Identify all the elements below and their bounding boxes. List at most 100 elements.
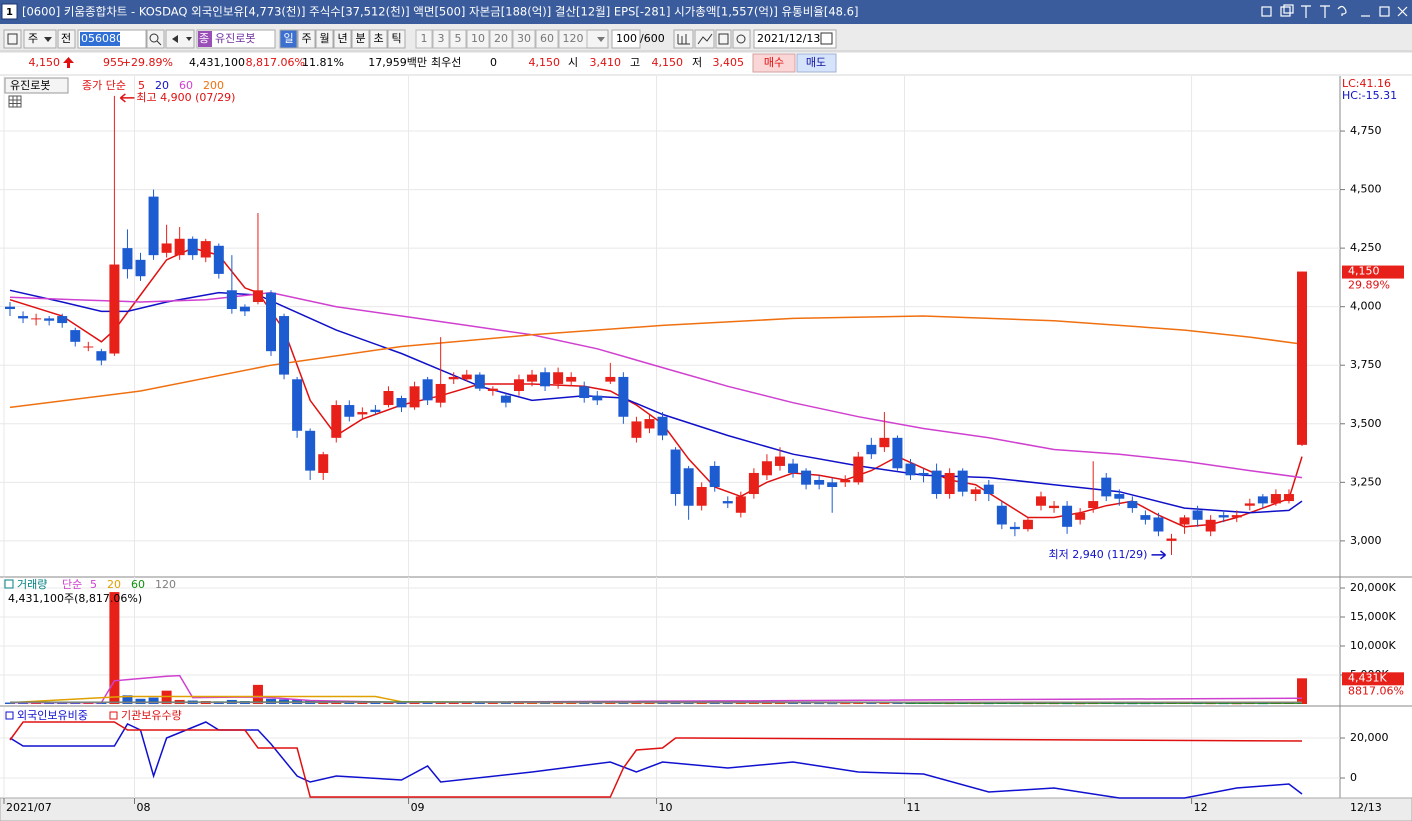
- interval-button[interactable]: [387, 29, 406, 49]
- prev: 전: [61, 32, 71, 45]
- annotation: 최고 4,900 (07/29): [136, 91, 235, 104]
- date-input[interactable]: [753, 29, 837, 49]
- calendar-icon[interactable]: [820, 32, 833, 45]
- volume-bar: [866, 702, 877, 704]
- candle-body: [370, 409, 381, 413]
- prev-button[interactable]: [57, 29, 76, 49]
- volume-bar: [474, 702, 485, 704]
- low-label: 저: [692, 56, 702, 69]
- y-tick-label: 20,000: [1350, 731, 1389, 744]
- interval-label: 분: [355, 32, 365, 45]
- candle-body: [409, 386, 420, 408]
- candle-body: [5, 306, 15, 310]
- interval-label: 주: [301, 32, 311, 45]
- candle-body: [1127, 501, 1138, 509]
- count-button[interactable]: [489, 29, 513, 49]
- candle-body: [200, 241, 211, 258]
- volume-bar: [448, 702, 459, 704]
- legend-icon: [4, 579, 14, 589]
- menu-button[interactable]: [3, 29, 22, 49]
- window-controls[interactable]: [1261, 4, 1408, 18]
- y-tick-label: 3,500: [1350, 417, 1382, 430]
- candle-body: [644, 419, 655, 429]
- candle-body: [239, 306, 250, 312]
- candle-body: [135, 259, 146, 277]
- corner-label: LC:41.16: [1342, 77, 1391, 90]
- count-button[interactable]: [415, 29, 433, 49]
- candle-body: [814, 479, 825, 485]
- count-button[interactable]: [558, 29, 588, 49]
- interval-button[interactable]: [279, 29, 298, 49]
- volume-bar: [853, 702, 864, 704]
- candle-body: [1009, 526, 1020, 530]
- candle-body: [344, 405, 355, 417]
- candle-body: [96, 351, 107, 361]
- count-label: 60: [540, 32, 554, 45]
- window-icon[interactable]: [1, 3, 18, 20]
- tool-icons[interactable]: [673, 29, 751, 49]
- candle-body: [1101, 477, 1112, 497]
- count-button[interactable]: [535, 29, 559, 49]
- candle-body: [279, 316, 290, 375]
- candle-body: [670, 449, 681, 495]
- candle-body: [1283, 494, 1294, 502]
- interval-button[interactable]: [351, 29, 370, 49]
- sell-button[interactable]: [796, 53, 837, 73]
- legend-entry: 60: [131, 578, 145, 591]
- candle-body: [487, 388, 498, 391]
- y-tick-label: 3,000: [1350, 534, 1382, 547]
- candle-body: [970, 489, 981, 495]
- date: 2021/12/13: [757, 32, 820, 45]
- line-series: [9, 721, 1303, 798]
- buy-button[interactable]: [752, 53, 796, 73]
- last-volume-pct: 8817.06%: [1348, 684, 1404, 697]
- volume-bar: [122, 695, 133, 704]
- count-button[interactable]: [512, 29, 536, 49]
- candle-body: [540, 372, 551, 387]
- candle-body: [174, 238, 185, 256]
- y-tick-label: 4,250: [1350, 241, 1382, 254]
- candle-body: [1088, 501, 1099, 509]
- interval-button[interactable]: [315, 29, 334, 49]
- candle-body: [1022, 519, 1033, 530]
- candle-body: [853, 456, 864, 483]
- count-button[interactable]: [449, 29, 467, 49]
- last-pct: 29.89%: [1348, 279, 1390, 292]
- nav-button[interactable]: [165, 29, 195, 49]
- interval-button[interactable]: [333, 29, 352, 49]
- candle-body: [709, 465, 720, 488]
- candle-body: [931, 470, 942, 495]
- candle-body: [618, 376, 629, 417]
- volume-bar: [135, 698, 146, 704]
- display-input[interactable]: [611, 29, 641, 49]
- volume-bar: [109, 592, 120, 704]
- open-label: 시: [568, 56, 578, 69]
- table-icon[interactable]: [8, 95, 22, 108]
- candle-body: [1075, 512, 1086, 520]
- search-button[interactable]: [146, 29, 165, 49]
- interval-label: 년: [337, 32, 347, 45]
- candle-body: [774, 456, 785, 466]
- candle-body: [292, 379, 303, 431]
- y-tick-label: 4,500: [1350, 183, 1382, 196]
- window-title: [0600] 키움종합차트 - KOSDAQ 외국인보유[4,773(천)] 주…: [22, 5, 858, 19]
- name-box[interactable]: [196, 29, 276, 49]
- count-button[interactable]: [466, 29, 490, 49]
- high-label: 고: [630, 56, 640, 69]
- period-select[interactable]: [23, 29, 57, 49]
- legend-swatch: [5, 711, 14, 720]
- y-tick-label: 20,000K: [1350, 581, 1396, 594]
- x-tick-label: 10: [659, 801, 673, 814]
- interval-button[interactable]: [297, 29, 316, 49]
- up-arrow: [63, 57, 74, 68]
- candle-body: [1257, 496, 1268, 504]
- candle-body: [305, 430, 316, 471]
- line-series: [9, 315, 1303, 409]
- candle-body: [435, 383, 446, 403]
- candle-body: [866, 444, 877, 455]
- line-series: [10, 674, 1303, 704]
- candle-body: [788, 463, 799, 473]
- count-button[interactable]: [432, 29, 450, 49]
- interval-label: 일: [283, 31, 293, 45]
- interval-button[interactable]: [369, 29, 388, 49]
